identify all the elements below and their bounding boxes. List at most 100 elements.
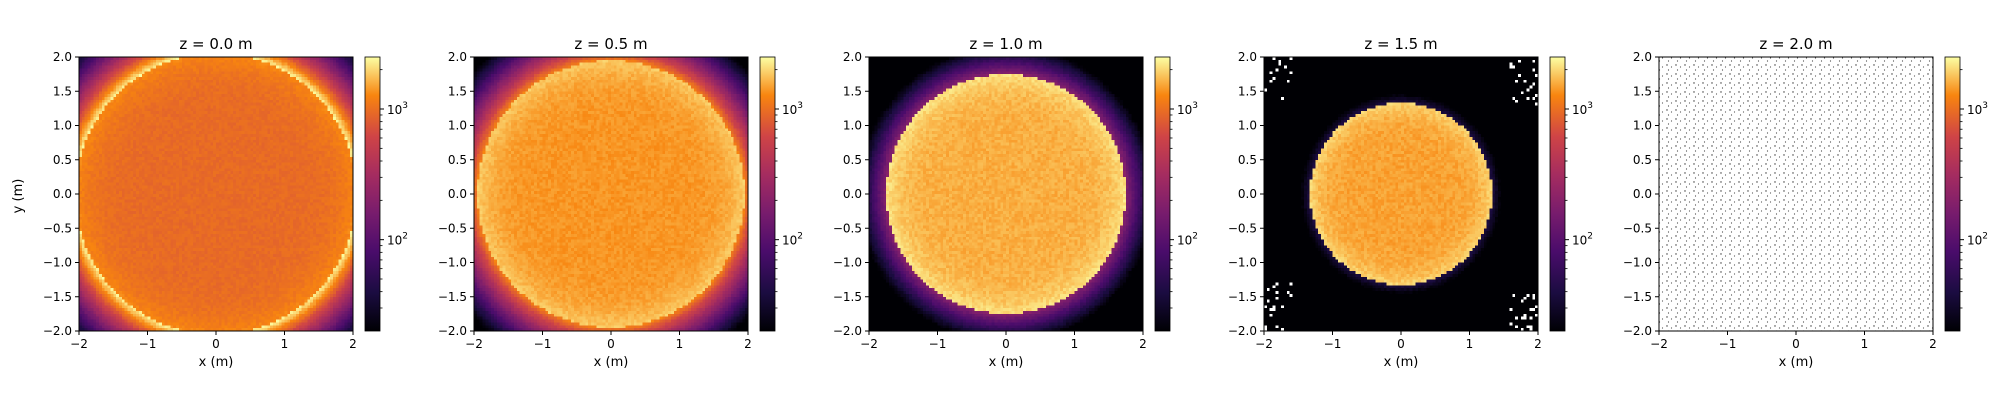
y-tick-label: 0.5 xyxy=(843,153,862,167)
y-tick-label: −1.0 xyxy=(833,256,862,270)
colorbar xyxy=(1944,56,1961,332)
colorbar xyxy=(364,56,381,332)
y-tick-label: −2.0 xyxy=(438,324,467,338)
y-tick-label: 1.5 xyxy=(448,84,467,98)
x-axis-label: x (m) xyxy=(989,355,1024,370)
x-tick-label: 1 xyxy=(1861,337,1869,351)
x-tick-label: −2 xyxy=(1255,337,1273,351)
y-tick-label: 0.5 xyxy=(1238,153,1257,167)
y-tick-label: 2.0 xyxy=(1238,50,1257,64)
x-axis-label: x (m) xyxy=(1384,355,1419,370)
y-tick-label: 0.0 xyxy=(53,187,72,201)
y-tick-label: 1.0 xyxy=(1238,119,1257,133)
y-tick-label: −1.0 xyxy=(1623,256,1652,270)
panel-title: z = 1.0 m xyxy=(969,35,1042,53)
panel-title: z = 2.0 m xyxy=(1759,35,1832,53)
heatmap-panel-4: z = 2.0 m −2 −1 0 1 2 x (m) 2.0 1.5 1.0 0.5 0.0 −0.5… xyxy=(1623,35,1988,370)
panel-title: z = 0.0 m xyxy=(179,35,252,53)
y-tick-label: 1.5 xyxy=(843,84,862,98)
x-tick-label: −1 xyxy=(1719,337,1737,351)
x-tick-label: 0 xyxy=(1792,337,1800,351)
x-tick-label: −2 xyxy=(860,337,878,351)
x-tick-label: 1 xyxy=(281,337,289,351)
y-tick-label: 1.5 xyxy=(1238,84,1257,98)
panel-title: z = 0.5 m xyxy=(574,35,647,53)
x-tick-label: 2 xyxy=(1534,337,1542,351)
y-tick-label: −0.5 xyxy=(833,221,862,235)
y-tick-label: −2.0 xyxy=(43,324,72,338)
y-tick-label: −1.5 xyxy=(833,290,862,304)
x-tick-label: 0 xyxy=(1397,337,1405,351)
x-tick-label: 2 xyxy=(1929,337,1937,351)
colorbar-tick-label: 103 xyxy=(387,101,408,117)
y-tick-label: −1.5 xyxy=(1228,290,1257,304)
x-tick-label: −2 xyxy=(1650,337,1668,351)
y-tick-label: 0.5 xyxy=(448,153,467,167)
x-tick-label: 0 xyxy=(607,337,615,351)
heatmap-panel-2: z = 1.0 m −2 −1 0 1 2 x (m) 2.0 1.5 1.0 0.5 0.0 −0.5… xyxy=(833,35,1198,370)
y-tick-label: 0.0 xyxy=(1633,187,1652,201)
colorbar xyxy=(759,56,776,332)
heatmap-image xyxy=(1264,57,1538,331)
y-tick-label: −2.0 xyxy=(1228,324,1257,338)
empty-heatmap-area xyxy=(1659,57,1933,331)
y-tick-label: 2.0 xyxy=(53,50,72,64)
colorbar-tick-label: 103 xyxy=(1572,101,1593,117)
y-tick-label: 1.5 xyxy=(1633,84,1652,98)
x-tick-label: 2 xyxy=(1139,337,1147,351)
colorbar-tick-label: 102 xyxy=(1572,232,1593,248)
y-tick-label: 2.0 xyxy=(843,50,862,64)
colorbar-tick-label: 102 xyxy=(1177,232,1198,248)
heatmap-panel-0: z = 0.0 m −2 −1 0 1 2 x (m) 2.0 1.5 1.0 0.5 0.0 −0.5… xyxy=(43,35,408,370)
y-tick-label: 0.5 xyxy=(1633,153,1652,167)
x-tick-label: −1 xyxy=(139,337,157,351)
x-tick-label: −2 xyxy=(70,337,88,351)
y-tick-label: 0.0 xyxy=(448,187,467,201)
x-tick-label: −1 xyxy=(534,337,552,351)
y-tick-label: 1.0 xyxy=(1633,119,1652,133)
y-tick-label: −1.0 xyxy=(438,256,467,270)
y-tick-label: 2.0 xyxy=(1633,50,1652,64)
heatmap-image xyxy=(474,57,748,331)
y-tick-label: 1.0 xyxy=(843,119,862,133)
heatmap-image xyxy=(79,57,353,331)
y-tick-label: −1.5 xyxy=(43,290,72,304)
x-axis-label: x (m) xyxy=(199,355,234,370)
x-tick-label: −2 xyxy=(465,337,483,351)
y-tick-label: −2.0 xyxy=(1623,324,1652,338)
x-tick-label: 1 xyxy=(676,337,684,351)
x-axis-label: x (m) xyxy=(594,355,629,370)
panel-title: z = 1.5 m xyxy=(1364,35,1437,53)
y-tick-label: 1.5 xyxy=(53,84,72,98)
x-tick-label: 0 xyxy=(1002,337,1010,351)
y-tick-label: 2.0 xyxy=(448,50,467,64)
heatmap-image xyxy=(869,57,1143,331)
y-axis-label: y (m) xyxy=(11,179,26,214)
y-tick-label: 0.5 xyxy=(53,153,72,167)
colorbar-tick-label: 103 xyxy=(1177,101,1198,117)
x-tick-label: 1 xyxy=(1466,337,1474,351)
colorbar-tick-label: 102 xyxy=(387,232,408,248)
y-tick-label: 0.0 xyxy=(843,187,862,201)
x-tick-label: −1 xyxy=(929,337,947,351)
x-tick-label: 2 xyxy=(349,337,357,351)
y-tick-label: −0.5 xyxy=(1623,221,1652,235)
colorbar-tick-label: 102 xyxy=(782,232,803,248)
y-tick-label: −1.0 xyxy=(43,256,72,270)
heatmap-panel-1: z = 0.5 m −2 −1 0 1 2 x (m) 2.0 1.5 1.0 0.5 0.0 −0.5… xyxy=(438,35,803,370)
colorbar xyxy=(1154,56,1171,332)
heatmap-panel-3: z = 1.5 m −2 −1 0 1 2 x (m) 2.0 1.5 1.0 0.5 0.0 −0.5… xyxy=(1228,35,1593,370)
x-tick-label: 0 xyxy=(212,337,220,351)
y-tick-label: −0.5 xyxy=(43,221,72,235)
x-tick-label: 1 xyxy=(1071,337,1079,351)
y-tick-label: −0.5 xyxy=(1228,221,1257,235)
colorbar-tick-label: 102 xyxy=(1967,232,1988,248)
y-tick-label: −1.0 xyxy=(1228,256,1257,270)
colorbar-tick-label: 103 xyxy=(1967,101,1988,117)
colorbar xyxy=(1549,56,1566,332)
y-tick-label: 0.0 xyxy=(1238,187,1257,201)
y-tick-label: −0.5 xyxy=(438,221,467,235)
x-tick-label: 2 xyxy=(744,337,752,351)
y-tick-label: 1.0 xyxy=(448,119,467,133)
